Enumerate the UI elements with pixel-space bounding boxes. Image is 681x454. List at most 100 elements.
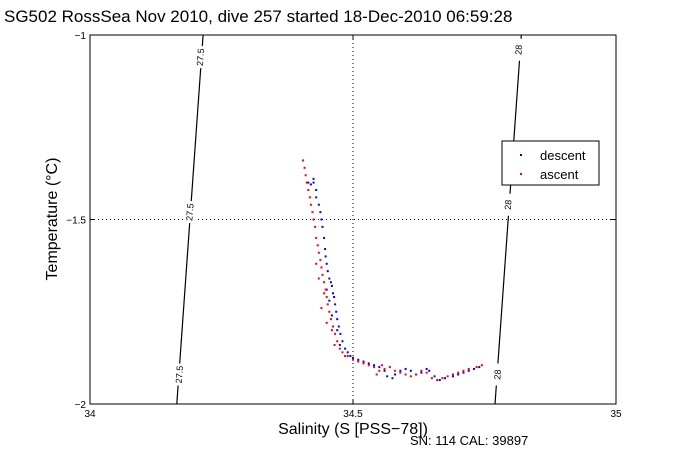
data-point-descent <box>321 225 324 228</box>
data-point-descent <box>309 183 312 186</box>
data-point-descent <box>344 347 347 350</box>
data-point-descent <box>438 379 441 382</box>
data-point-descent <box>319 211 322 214</box>
data-point-ascent <box>344 355 347 358</box>
data-point-ascent <box>307 188 310 191</box>
data-point-descent <box>478 366 481 369</box>
data-point-descent <box>444 377 447 380</box>
data-point-descent <box>330 314 333 317</box>
data-point-descent <box>386 375 389 378</box>
isopycnal-label-bg <box>174 363 185 386</box>
data-point-descent <box>336 318 339 321</box>
data-point-descent <box>336 329 339 332</box>
data-point-ascent <box>324 288 327 291</box>
data-point-ascent <box>326 303 329 306</box>
data-point-descent <box>320 218 323 221</box>
legend-marker-descent <box>520 154 522 156</box>
data-point-ascent <box>467 367 470 370</box>
data-point-ascent <box>319 259 322 262</box>
data-point-descent <box>315 196 318 199</box>
data-point-descent <box>394 373 397 376</box>
data-point-ascent <box>302 159 305 162</box>
data-point-descent <box>315 188 318 191</box>
data-point-descent <box>323 236 326 239</box>
isopycnal-label: 27.5 <box>174 365 185 383</box>
legend-box <box>501 140 600 186</box>
data-point-ascent <box>330 329 333 332</box>
data-series <box>302 159 483 382</box>
data-point-descent <box>467 369 470 372</box>
data-point-descent <box>324 255 327 258</box>
legend-label-ascent: ascent <box>540 167 579 182</box>
data-point-ascent <box>323 292 326 295</box>
data-point-ascent <box>325 321 328 324</box>
data-point-ascent <box>317 277 320 280</box>
data-point-descent <box>462 371 465 374</box>
data-point-ascent <box>346 355 349 358</box>
data-point-ascent <box>357 360 360 363</box>
data-point-descent <box>357 358 360 361</box>
data-point-ascent <box>338 347 341 350</box>
data-point-ascent <box>480 364 483 367</box>
data-point-descent <box>352 356 354 359</box>
data-point-ascent <box>409 375 412 378</box>
data-point-ascent <box>436 379 439 382</box>
data-point-ascent <box>312 218 315 221</box>
data-point-descent <box>383 369 386 372</box>
data-point-ascent <box>321 273 324 276</box>
isopycnal-contours: 27.5 27.5 27.5 28 28 28 <box>174 34 524 405</box>
isopycnal-label: 28 <box>492 369 503 380</box>
data-point-descent <box>328 299 331 302</box>
data-point-ascent <box>362 362 365 365</box>
isopycnal-label-bg <box>195 46 206 69</box>
data-point-descent <box>404 367 407 370</box>
data-point-ascent <box>425 371 428 374</box>
data-point-ascent <box>309 203 312 206</box>
data-point-descent <box>338 343 341 346</box>
data-point-descent <box>326 270 329 273</box>
data-point-descent <box>451 375 454 378</box>
data-point-ascent <box>304 174 307 177</box>
x-tick-label: 34 <box>84 409 96 420</box>
isopycnal-label-bg <box>184 201 195 224</box>
isopycnal-label-bg <box>503 193 514 216</box>
data-point-descent <box>457 373 460 376</box>
isopycnal-label-bg <box>513 38 524 61</box>
data-point-ascent <box>308 196 311 199</box>
isopycnal-line <box>494 34 522 405</box>
data-point-descent <box>330 284 333 287</box>
y-tick-label: −1 <box>75 31 87 42</box>
data-point-ascent <box>383 367 386 370</box>
data-point-ascent <box>315 262 318 265</box>
data-point-ascent <box>475 366 478 369</box>
y-tick-label: −2 <box>75 400 87 411</box>
data-point-descent <box>337 325 340 328</box>
data-point-ascent <box>325 295 328 298</box>
data-point-ascent <box>430 377 433 380</box>
data-point-ascent <box>332 325 335 328</box>
data-point-descent <box>409 369 412 372</box>
data-point-descent <box>433 375 436 378</box>
data-point-ascent <box>404 373 407 376</box>
isopycnal-label: 27.5 <box>184 203 195 221</box>
data-point-ascent <box>336 340 339 343</box>
data-point-ascent <box>462 369 465 372</box>
data-point-descent <box>349 355 352 358</box>
x-axis-label: Salinity (S [PSS−78]) <box>278 421 428 438</box>
data-point-ascent <box>323 281 326 284</box>
data-point-descent <box>341 340 344 343</box>
legend-label-descent: descent <box>540 148 586 163</box>
data-point-ascent <box>457 371 460 374</box>
data-point-descent <box>339 332 342 335</box>
data-point-ascent <box>420 369 423 372</box>
data-point-descent <box>428 369 431 372</box>
data-point-ascent <box>380 364 383 367</box>
data-point-descent <box>425 367 428 370</box>
axis-ticks: 34 34.5 35 −2 −1.5 −1 <box>66 31 622 420</box>
data-point-descent <box>335 310 338 313</box>
data-point-ascent <box>328 310 331 313</box>
isopycnal-label: 28 <box>513 44 524 55</box>
data-point-descent <box>378 366 381 369</box>
data-point-descent <box>312 177 315 180</box>
